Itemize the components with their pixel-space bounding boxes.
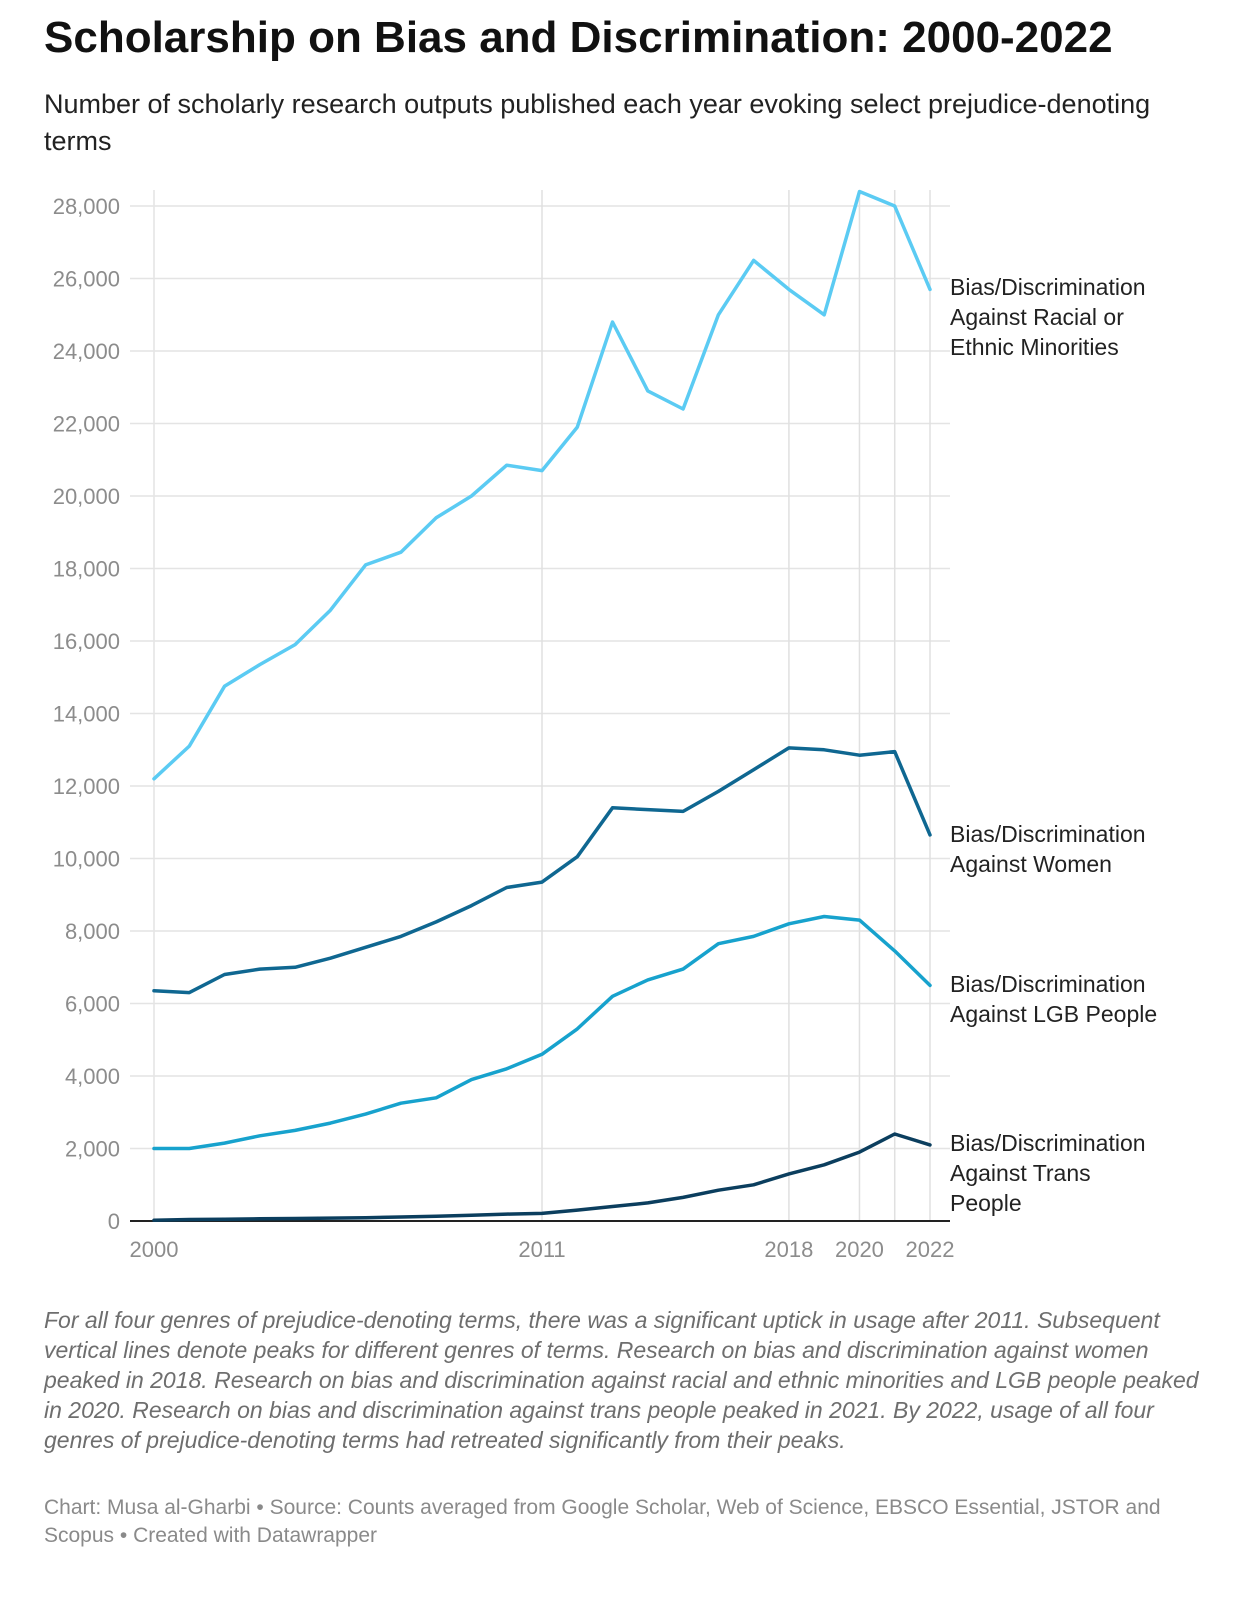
x-tick-label: 2000 (130, 1237, 179, 1262)
y-tick-label: 20,000 (53, 484, 120, 509)
y-tick-label: 12,000 (53, 774, 120, 799)
series-line-3 (152, 1132, 932, 1223)
y-tick-label: 28,000 (53, 194, 120, 219)
vertical-reference-lines (153, 190, 931, 1221)
series-label-0: Bias/Discrimination Against Racial or Ethn… (950, 274, 1146, 360)
y-tick-label: 0 (108, 1209, 120, 1234)
horizontal-gridlines (130, 205, 950, 1150)
chart-credits: Chart: Musa al-Gharbi • Source: Counts a… (44, 1496, 1161, 1547)
y-tick-label: 24,000 (53, 339, 120, 364)
y-tick-label: 10,000 (53, 847, 120, 872)
series-lines (152, 189, 932, 1223)
series-label-2: Bias/Discrimination Against LGB People (950, 971, 1157, 1027)
series-line-1 (152, 746, 932, 995)
y-tick-label: 4,000 (65, 1064, 120, 1089)
series-line-0 (152, 189, 932, 781)
y-tick-label: 16,000 (53, 629, 120, 654)
y-tick-label: 26,000 (53, 267, 120, 292)
y-tick-label: 14,000 (53, 702, 120, 727)
x-tick-label: 2022 (906, 1237, 955, 1262)
x-tick-label: 2020 (835, 1237, 884, 1262)
y-tick-label: 18,000 (53, 557, 120, 582)
line-chart: 0 2,000 4,000 6,000 8,000 10,000 12,000 14,000 1… (53, 189, 1157, 1262)
chart-notes: For all four genres of prejudice-denotin… (44, 1307, 1199, 1453)
y-tick-label: 8,000 (65, 919, 120, 944)
x-axis-tick-labels: 2000 2011 2018 2020 2022 (130, 1237, 955, 1262)
chart-subtitle: Number of scholarly research outputs pub… (44, 89, 1151, 156)
series-labels: Bias/Discrimination Against Racial or Ethn… (950, 274, 1157, 1216)
y-tick-label: 22,000 (53, 412, 120, 437)
y-tick-label: 6,000 (65, 992, 120, 1017)
x-tick-label: 2011 (518, 1237, 565, 1262)
x-tick-label: 2018 (764, 1237, 813, 1262)
y-tick-label: 2,000 (65, 1137, 120, 1162)
y-axis-tick-labels: 0 2,000 4,000 6,000 8,000 10,000 12,000 14,000 1… (53, 194, 120, 1234)
series-label-1: Bias/Discrimination Against Women (950, 821, 1146, 877)
series-line-2 (152, 914, 932, 1151)
chart-title: Scholarship on Bias and Discrimination: … (44, 13, 1113, 62)
series-label-3: Bias/Discrimination Against Trans People (950, 1130, 1146, 1216)
